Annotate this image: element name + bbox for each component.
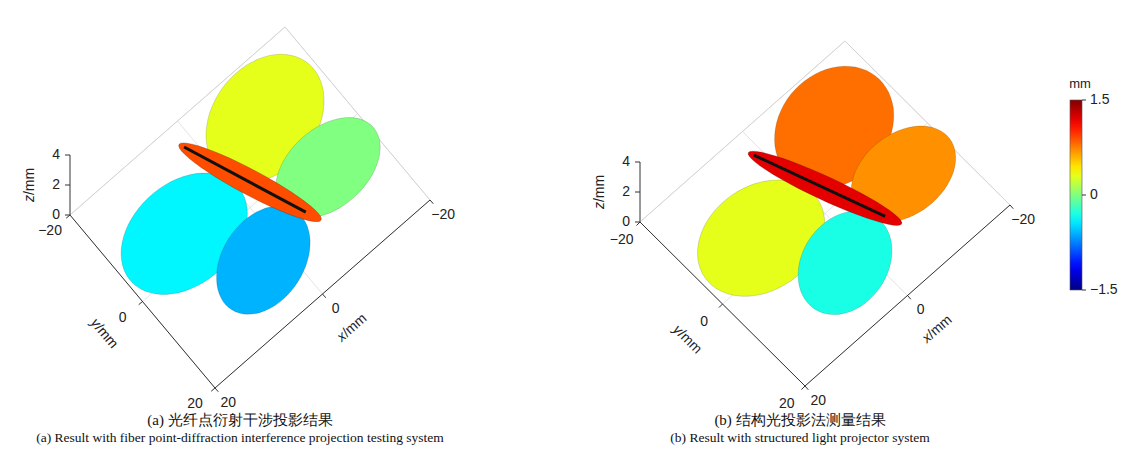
tick-label: −20	[1011, 211, 1035, 227]
axis-title: z/mm	[21, 168, 37, 203]
colorbar-tick-label: 1.5	[1090, 91, 1110, 107]
axis-title: z/mm	[591, 175, 607, 210]
body	[179, 143, 322, 222]
tick	[635, 162, 640, 163]
colorbar-tick-label: 0	[1090, 186, 1098, 202]
profile-line	[184, 147, 306, 212]
colorbar-label: mm	[1069, 76, 1091, 91]
tick-label: 2	[52, 176, 60, 192]
colorbar-bar	[1070, 100, 1082, 290]
tick-label: −20	[610, 231, 634, 247]
chart-root: 024z/mm−20020y/mm−20020x/mm(a) 光纤点衍射干涉投影…	[0, 0, 1146, 467]
tick-label: −20	[431, 206, 455, 222]
tick-label: 4	[52, 146, 60, 162]
colorbar-tick-label: −1.5	[1090, 281, 1118, 297]
tick	[430, 200, 433, 204]
x-axis-line	[215, 200, 430, 388]
tick	[636, 222, 640, 226]
tick	[323, 294, 326, 298]
tick-label: 0	[622, 213, 630, 229]
tick	[801, 386, 805, 390]
colorbar-tick	[1082, 100, 1086, 101]
tick	[66, 215, 70, 218]
tick	[139, 302, 143, 305]
tick-label: 20	[220, 394, 236, 410]
axis-title: y/mm	[87, 314, 122, 351]
tick-label: 4	[622, 153, 630, 169]
colorbar: −1.5 0 1.5mm	[1069, 76, 1118, 297]
axis-title: x/mm	[918, 311, 955, 346]
wing	[798, 211, 892, 315]
tick-label: −20	[38, 222, 62, 238]
caption-en: (b) Result with structured light project…	[670, 430, 930, 445]
body	[748, 151, 902, 225]
tick-label: 20	[187, 395, 203, 411]
tick-label: 0	[332, 300, 340, 316]
tick	[215, 388, 218, 392]
colorbar-tick	[1082, 290, 1086, 291]
axis-title: x/mm	[332, 310, 369, 345]
profile-line	[754, 155, 885, 216]
surface	[121, 54, 380, 314]
tick	[211, 388, 215, 391]
grid-line	[215, 200, 430, 388]
caption-en: (a) Result with fiber point-diffraction …	[36, 430, 444, 445]
wing	[217, 206, 311, 314]
surface	[698, 66, 956, 314]
tick	[65, 185, 70, 186]
caption-zh: (a) 光纤点衍射干涉投影结果	[147, 412, 332, 429]
panel: 024z/mm−20020y/mm−20020x/mm(a) 光纤点衍射干涉投影…	[21, 27, 456, 445]
tick	[1010, 205, 1013, 209]
tick	[65, 155, 70, 156]
tick-label: 2	[622, 183, 630, 199]
tick	[719, 304, 723, 308]
tick-label: 20	[810, 392, 826, 408]
tick	[908, 296, 911, 300]
tick	[635, 192, 640, 193]
axis-title: y/mm	[670, 320, 706, 356]
colorbar-tick	[1082, 195, 1086, 196]
tick	[805, 386, 808, 390]
tick-label: 0	[917, 301, 925, 317]
tick-label: 0	[119, 309, 127, 325]
panel: 0 2 4 z/mm −20 0 20 y/mm −20 0 20 x/mm (b) 结构光投影法测量结…	[591, 41, 1036, 445]
caption-zh: (b) 结构光投影法测量结果	[714, 412, 885, 429]
tick-label: 0	[700, 313, 708, 329]
tick-label: 0	[52, 206, 60, 222]
tick-label: 20	[779, 395, 795, 411]
grid	[70, 27, 430, 388]
grid	[640, 41, 1010, 386]
